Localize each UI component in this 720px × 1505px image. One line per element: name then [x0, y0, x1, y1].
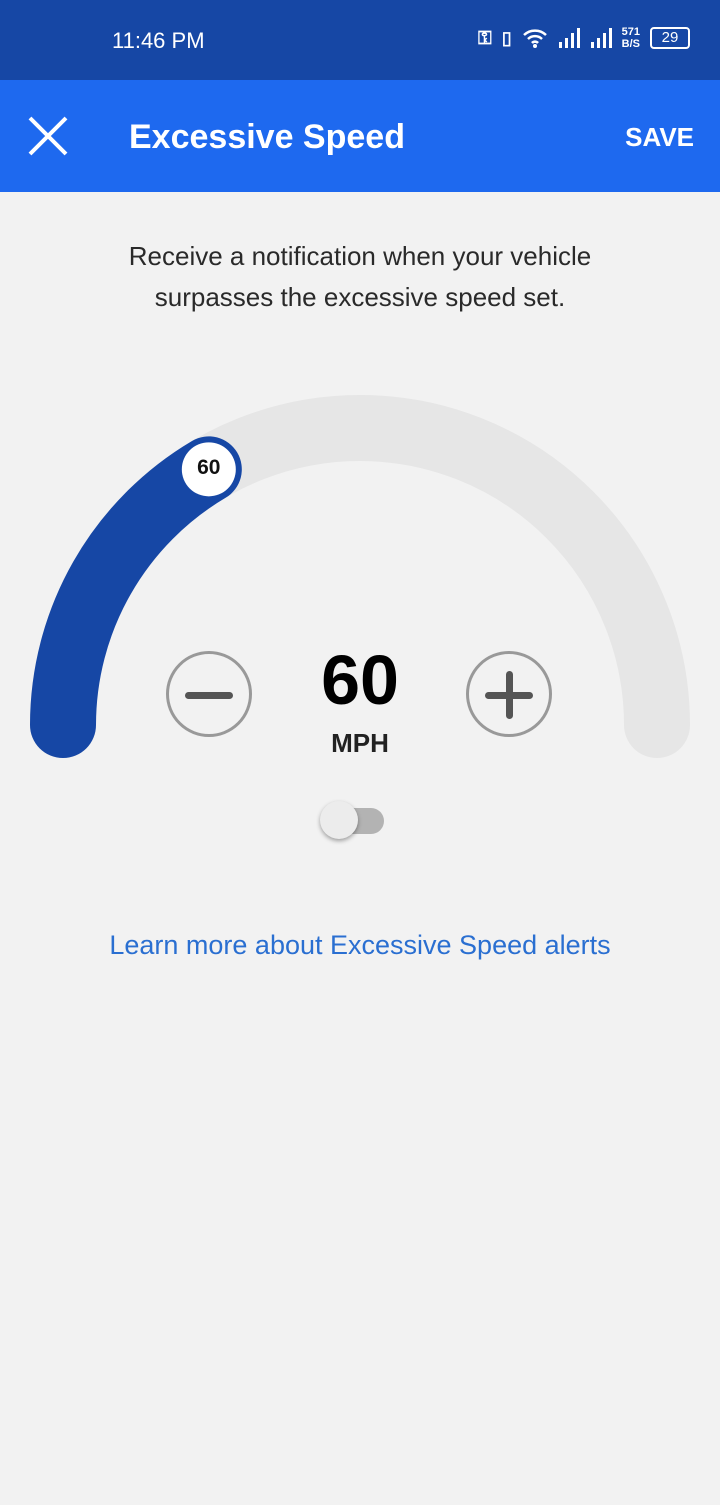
battery-icon: 29 — [650, 27, 690, 49]
minus-icon — [185, 692, 233, 699]
app-bar: Excessive Speed SAVE — [0, 80, 720, 192]
signal-icon — [590, 28, 612, 48]
gauge-knob[interactable] — [181, 442, 236, 497]
alert-toggle[interactable] — [320, 800, 386, 840]
status-time: 11:46 PM — [112, 28, 205, 53]
page-title: Excessive Speed — [129, 118, 405, 156]
increase-button[interactable] — [466, 651, 552, 737]
gauge-fill — [30, 436, 242, 758]
speed-unit: MPH — [331, 728, 389, 758]
vibrate-icon: ▯ — [501, 27, 512, 48]
wifi-icon — [522, 29, 547, 48]
close-icon[interactable] — [26, 114, 70, 158]
network-speed: 571 B/S — [621, 26, 640, 50]
status-bar: 11:46 PM ⚿ ▯ 571 B/S 29 — [0, 0, 720, 80]
speed-value: 60 — [321, 641, 399, 719]
description: Receive a notification when your vehicle… — [128, 241, 592, 312]
signal-icon — [558, 28, 580, 48]
decrease-button[interactable] — [166, 651, 252, 737]
vpn-key-icon: ⚿ — [478, 27, 492, 48]
gauge-knob-label: 60 — [197, 456, 221, 480]
speed-gauge[interactable] — [0, 380, 720, 780]
save-button[interactable]: SAVE — [625, 122, 694, 152]
learn-more-link[interactable]: Learn more about Excessive Speed alerts — [109, 930, 611, 960]
